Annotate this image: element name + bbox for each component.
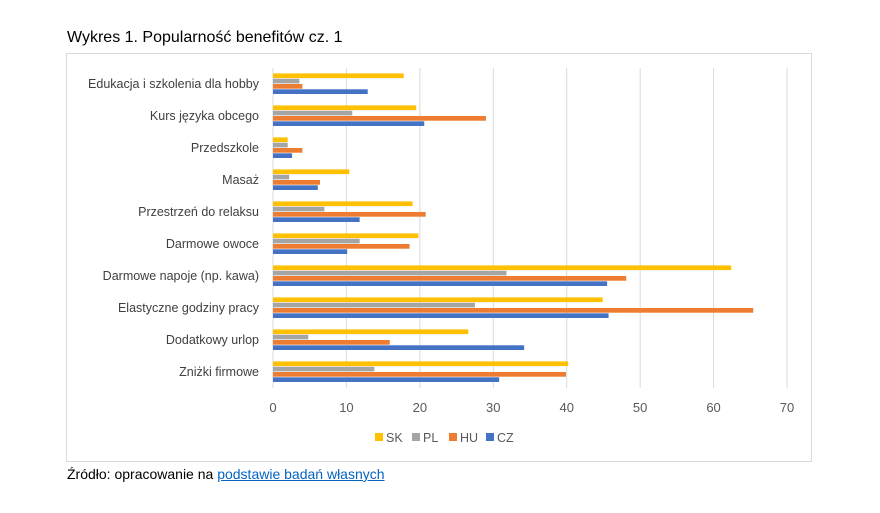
bar-cz (273, 313, 609, 318)
x-tick-label: 10 (339, 400, 353, 415)
legend-label-pl: PL (423, 431, 438, 445)
legend-swatch-hu (449, 433, 457, 441)
bar-pl (273, 238, 360, 244)
x-tick-label: 40 (559, 400, 573, 415)
x-tick-label: 0 (269, 400, 276, 415)
bar-pl (273, 110, 353, 116)
bar-hu (273, 372, 566, 377)
bar-cz (273, 281, 608, 286)
bar-sk (273, 105, 417, 111)
bar-cz (273, 249, 348, 254)
x-tick-label: 50 (633, 400, 647, 415)
legend-label-cz: CZ (497, 431, 514, 445)
bar-pl (273, 142, 288, 148)
source-note: Źródło: opracowanie na podstawie badań w… (67, 466, 385, 482)
chart-frame (66, 53, 812, 462)
bar-sk (273, 169, 350, 175)
category-label: Darmowe owoce (166, 237, 259, 251)
bar-hu (273, 116, 486, 121)
bar-hu (273, 84, 303, 89)
source-prefix: Źródło: opracowanie na (67, 466, 218, 482)
bar-sk (273, 201, 413, 207)
chart-title: Wykres 1. Popularność benefitów cz. 1 (67, 29, 343, 46)
category-label: Przestrzeń do relaksu (138, 205, 259, 219)
category-label: Elastyczne godziny pracy (118, 301, 260, 315)
bar-pl (273, 302, 475, 308)
category-label: Darmowe napoje (np. kawa) (103, 269, 259, 283)
bar-pl (273, 270, 507, 276)
bar-hu (273, 308, 754, 313)
legend-swatch-cz (486, 433, 494, 441)
legend-swatch-pl (412, 433, 420, 441)
bar-pl (273, 334, 309, 340)
bar-cz (273, 185, 318, 190)
category-label: Kurs języka obcego (150, 109, 259, 123)
bar-cz (273, 153, 293, 158)
bar-hu (273, 212, 426, 217)
source-link[interactable]: podstawie badań własnych (217, 466, 385, 482)
bar-hu (273, 180, 320, 185)
bar-cz (273, 121, 425, 126)
bar-pl (273, 78, 300, 84)
bar-cz (273, 377, 500, 382)
bar-sk (273, 297, 603, 303)
x-tick-label: 30 (486, 400, 500, 415)
x-tick-label: 20 (413, 400, 427, 415)
category-label: Edukacja i szkolenia dla hobby (88, 77, 260, 91)
bar-pl (273, 206, 325, 212)
legend-swatch-sk (375, 433, 383, 441)
bar-cz (273, 217, 360, 222)
legend-label-sk: SK (386, 431, 403, 445)
category-label: Przedszkole (191, 141, 259, 155)
bar-hu (273, 148, 303, 153)
category-label: Masaż (222, 173, 259, 187)
bar-hu (273, 276, 627, 281)
bar-hu (273, 244, 410, 249)
bar-hu (273, 340, 390, 345)
bar-sk (273, 233, 419, 239)
bar-sk (273, 265, 732, 271)
bar-sk (273, 73, 404, 79)
bar-sk (273, 329, 469, 335)
bar-cz (273, 89, 368, 94)
bar-pl (273, 174, 290, 180)
bar-sk (273, 361, 569, 367)
bar-cz (273, 345, 525, 350)
bar-sk (273, 137, 288, 143)
category-label: Dodatkowy urlop (166, 333, 259, 347)
bar-pl (273, 366, 375, 372)
category-label: Zniżki firmowe (179, 365, 259, 379)
legend-label-hu: HU (460, 431, 478, 445)
x-tick-label: 60 (706, 400, 720, 415)
x-tick-label: 70 (780, 400, 794, 415)
